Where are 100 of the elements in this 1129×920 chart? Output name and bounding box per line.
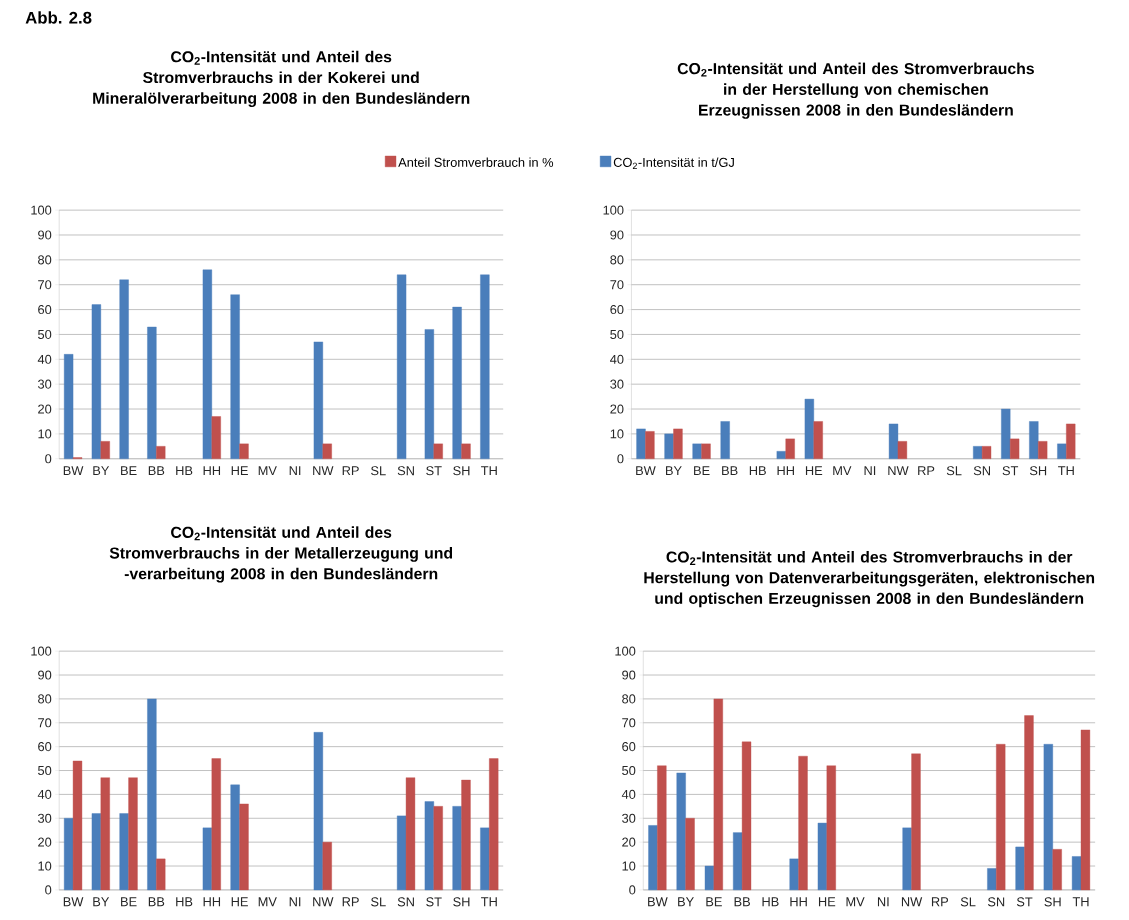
bar [798,755,808,890]
bar [776,450,786,459]
bar [685,817,695,890]
y-tick-label: 80 [610,255,624,265]
x-tick-label: HB [762,897,779,906]
bar [156,445,166,459]
bar [692,443,702,459]
y-tick-label: 30 [38,379,52,389]
x-tick-label: HH [203,465,221,475]
x-tick-label: TH [481,465,497,475]
y-tick-label: 10 [38,861,52,871]
bar [322,841,332,890]
bar [664,433,674,459]
bar [981,445,992,459]
x-tick-label: SN [397,897,414,907]
bar [1015,846,1025,890]
x-tick-label: ST [426,897,442,907]
chart-title: CO$_{2}$-Intensität und Anteil des Stromverbrauchs in der Herstellung von chemischen Erzeugnissen 2008 in den Bundesländern [677,62,1034,119]
bar [119,279,129,459]
x-tick-label: SL [371,465,386,476]
x-tick-label: NI [877,897,889,906]
bar [713,698,723,890]
bar [1052,848,1062,890]
x-tick-label: MV [833,465,852,475]
bar [313,731,324,890]
y-tick-label: 100 [31,646,52,656]
bar [1024,715,1034,890]
y-tick-label: 90 [610,230,624,240]
bar [704,865,715,890]
bar [1029,421,1039,459]
bar [720,421,730,459]
x-tick-label: NW [313,465,334,475]
bar [489,758,499,890]
bar [1001,408,1011,459]
chart-title: CO$_{2}$-Intensität und Anteil des Stromverbrauchs in der Kokerei und Mineralölverarbeitung 2008 in den Bundesländern [93,50,470,107]
bar [817,822,828,890]
x-tick-label: RP [918,465,935,475]
y-tick-label: 70 [38,717,52,728]
bar [100,440,110,459]
x-tick-label: SL [371,897,386,907]
bar [480,827,490,890]
x-tick-label: NW [313,897,334,906]
y-tick-label: 30 [38,813,52,823]
bar [147,326,157,459]
x-tick-label: HB [176,897,193,906]
x-tick-label: BB [722,465,738,475]
y-tick-label: 40 [37,789,52,799]
bar [673,428,683,459]
bar [461,443,471,459]
bar [452,306,462,459]
bar [461,779,471,890]
x-tick-label: RP [931,897,949,906]
y-tick-label: 30 [622,813,636,823]
bar [202,269,213,459]
bar [645,430,655,459]
bar [701,443,711,459]
y-tick-label: 70 [38,279,52,290]
x-tick-label: BY [678,897,694,906]
y-tick-label: 80 [38,255,52,265]
x-tick-label: MV [258,465,277,475]
bar [405,777,416,890]
y-tick-label: 40 [37,354,52,364]
bar [636,428,646,459]
x-tick-label: HE [805,465,823,475]
bar [424,801,434,890]
bar [433,443,443,459]
bar [100,777,110,890]
x-tick-label: BY [666,465,682,475]
y-tick-label: 50 [38,329,52,339]
x-tick-label: BW [63,897,84,906]
x-tick-label: BB [148,897,165,906]
bar [322,443,332,459]
bar [1043,743,1053,890]
x-tick-label: BB [148,465,165,475]
x-tick-label: ST [1016,897,1033,907]
bar [902,827,912,890]
bar [897,440,908,459]
x-tick-label: ST [426,465,442,476]
bar [911,753,921,890]
x-tick-label: NI [289,897,301,906]
x-tick-label: TH [1058,465,1074,475]
bar [396,274,407,459]
x-tick-label: SH [453,465,470,476]
x-tick-label: ST [1002,465,1019,476]
caption: Abb. 2.8 [25,11,92,24]
bar [433,805,443,890]
y-tick-label: 100 [603,205,624,215]
bar [119,813,129,890]
bar [230,294,240,459]
x-tick-label: BW [636,465,656,475]
x-tick-label: BE [121,897,137,906]
y-tick-label: 10 [622,861,636,871]
y-tick-label: 10 [610,429,624,439]
y-tick-label: 60 [622,741,636,751]
y-tick-label: 50 [38,765,52,775]
x-tick-label: BW [63,465,84,475]
x-tick-label: BY [93,465,110,475]
bar [91,813,102,890]
x-tick-label: NW [901,897,923,906]
x-tick-label: SL [960,897,976,907]
